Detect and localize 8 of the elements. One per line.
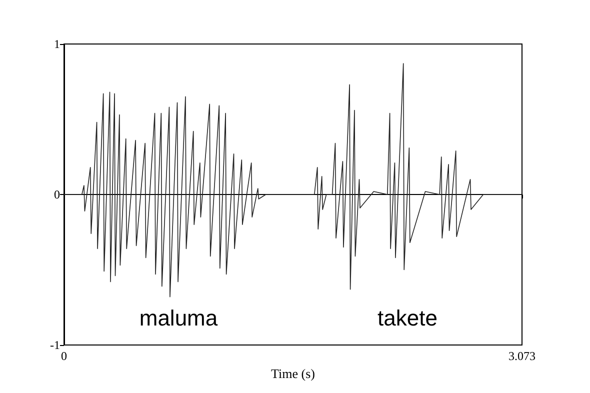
x-axis-title: Time (s) (271, 366, 315, 381)
y-tick-label: 0 (54, 188, 60, 202)
y-tick-label: -1 (50, 338, 60, 352)
x-tick-label: 3.073 (508, 349, 536, 363)
line-series (64, 63, 522, 298)
y-tick-label: 1 (54, 37, 60, 51)
annotation: maluma (139, 306, 218, 330)
annotation: takete (378, 306, 438, 330)
